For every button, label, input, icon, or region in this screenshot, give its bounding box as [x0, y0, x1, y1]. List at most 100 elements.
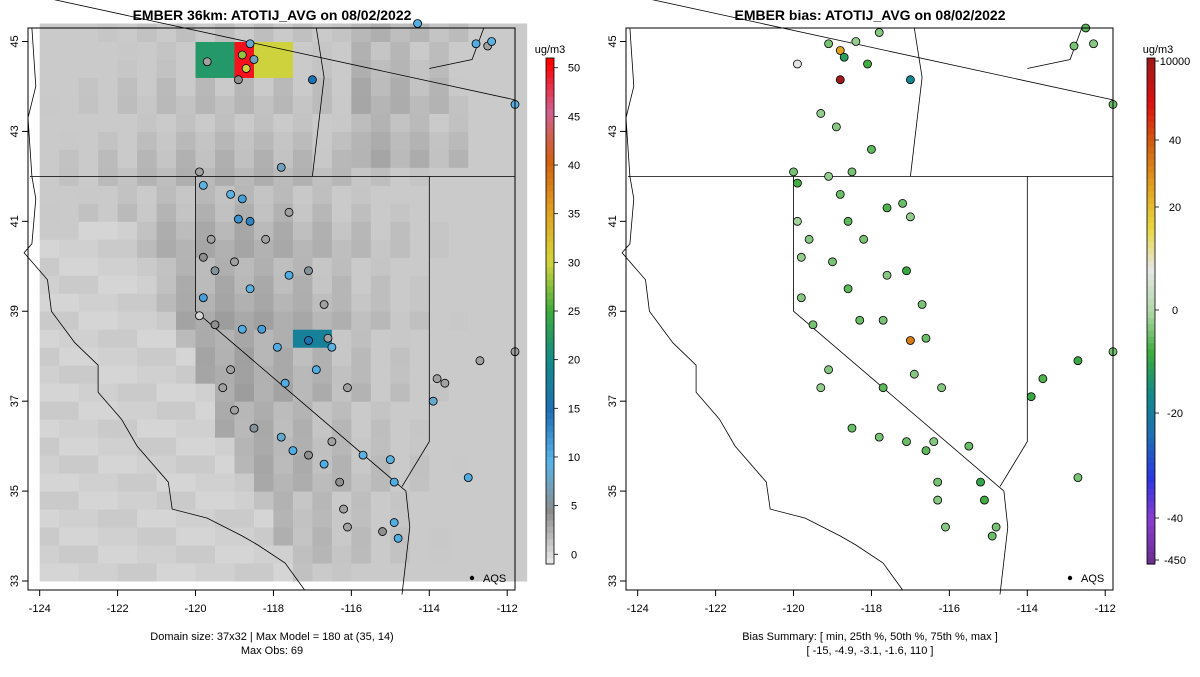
grid-cell [351, 257, 372, 276]
obs-point [237, 324, 247, 334]
grid-cell [390, 473, 411, 492]
grid-cell [78, 509, 99, 528]
grid-cell [507, 365, 528, 384]
grid-cell [351, 329, 372, 348]
colorbar-tick-label: 40 [1169, 135, 1181, 147]
grid-cell [273, 401, 294, 420]
grid-cell [117, 509, 138, 528]
grid-cell [234, 293, 255, 312]
state-border [999, 176, 1028, 487]
grid-cell [448, 329, 469, 348]
grid-cell [487, 275, 508, 294]
right-map: AQS [621, 0, 1118, 595]
grid-cell [59, 401, 80, 420]
grid-cell [292, 59, 313, 78]
colorbar-segment [1147, 488, 1155, 496]
grid-cell [117, 329, 138, 348]
colorbar-segment [546, 412, 554, 420]
colorbar-segment [1147, 456, 1155, 464]
grid-cell [351, 311, 372, 330]
grid-cell [429, 527, 450, 546]
grid-cell [195, 383, 216, 402]
bias-point [843, 284, 853, 294]
grid-cell [487, 149, 508, 168]
grid-cell [98, 203, 119, 222]
colorbar-segment [546, 260, 554, 268]
grid-cell [448, 545, 469, 564]
grid-cell [468, 437, 489, 456]
grid-cell [234, 95, 255, 114]
grid-cell [273, 41, 294, 60]
grid-cell [487, 545, 508, 564]
grid-cell [137, 41, 158, 60]
grid-cell [78, 23, 99, 42]
grid-cell [448, 95, 469, 114]
obs-point [475, 356, 485, 366]
grid-cell [117, 203, 138, 222]
grid-cell [234, 437, 255, 456]
grid-cell [448, 239, 469, 258]
colorbar-segment [546, 456, 554, 464]
grid-cell [292, 455, 313, 474]
colorbar-segment [1147, 146, 1155, 154]
grid-cell [253, 401, 274, 420]
grid-cell [409, 383, 430, 402]
grid-cell [176, 329, 197, 348]
r-map-background [626, 28, 1113, 590]
grid-cell [351, 419, 372, 438]
grid-cell [487, 473, 508, 492]
grid-cell [273, 419, 294, 438]
bias-point [804, 234, 814, 244]
grid-cell [39, 383, 60, 402]
obs-points [789, 23, 1118, 541]
grid-cell [468, 257, 489, 276]
obs-point [237, 194, 247, 204]
colorbar-tick-label: 45 [568, 111, 580, 123]
grid-cell [253, 59, 274, 78]
grid-cell [507, 311, 528, 330]
grid-cell [215, 41, 235, 60]
obs-point [378, 527, 387, 536]
grid-cell [409, 77, 430, 96]
bias-point [964, 441, 974, 451]
grid-cell [409, 239, 430, 258]
grid-cell [409, 347, 430, 366]
grid-cell [234, 239, 255, 258]
grid-cell [59, 41, 80, 60]
grid-cell [39, 23, 60, 42]
grid-cell [195, 437, 216, 456]
grid-cell [487, 59, 508, 78]
y-tick-label: 39 [9, 305, 21, 317]
grid-cell [253, 239, 274, 258]
colorbar-segment [1147, 58, 1155, 65]
grid-cell [176, 419, 197, 438]
y-tick-label: 41 [9, 215, 21, 227]
obs-point [206, 234, 216, 244]
grid-cell [78, 311, 99, 330]
grid-cell [468, 545, 489, 564]
colorbar-segment [1147, 266, 1155, 274]
y-tick-label: 37 [607, 395, 619, 407]
grid-cell [137, 311, 158, 330]
grid-cell [331, 77, 352, 96]
grid-cell [215, 77, 235, 96]
grid-cell [507, 419, 528, 438]
grid-cell [195, 527, 216, 546]
grid-cell [253, 257, 274, 276]
colorbar-segment [546, 481, 554, 489]
grid-cell [59, 221, 80, 240]
grid-cell [351, 401, 372, 420]
grid-cell [39, 419, 60, 438]
grid-cell [448, 527, 469, 546]
grid-cell [78, 131, 99, 150]
grid-cell [370, 311, 391, 330]
bias-point [902, 266, 911, 276]
colorbar-segment [1147, 462, 1155, 470]
grid-cell [312, 221, 333, 240]
grid-cell [312, 41, 333, 60]
obs-point [385, 455, 395, 465]
colorbar-tick-label: 50 [568, 63, 580, 75]
grid-cell [331, 491, 352, 510]
bias-point [878, 315, 888, 325]
colorbar-tick-label: 30 [568, 257, 580, 269]
